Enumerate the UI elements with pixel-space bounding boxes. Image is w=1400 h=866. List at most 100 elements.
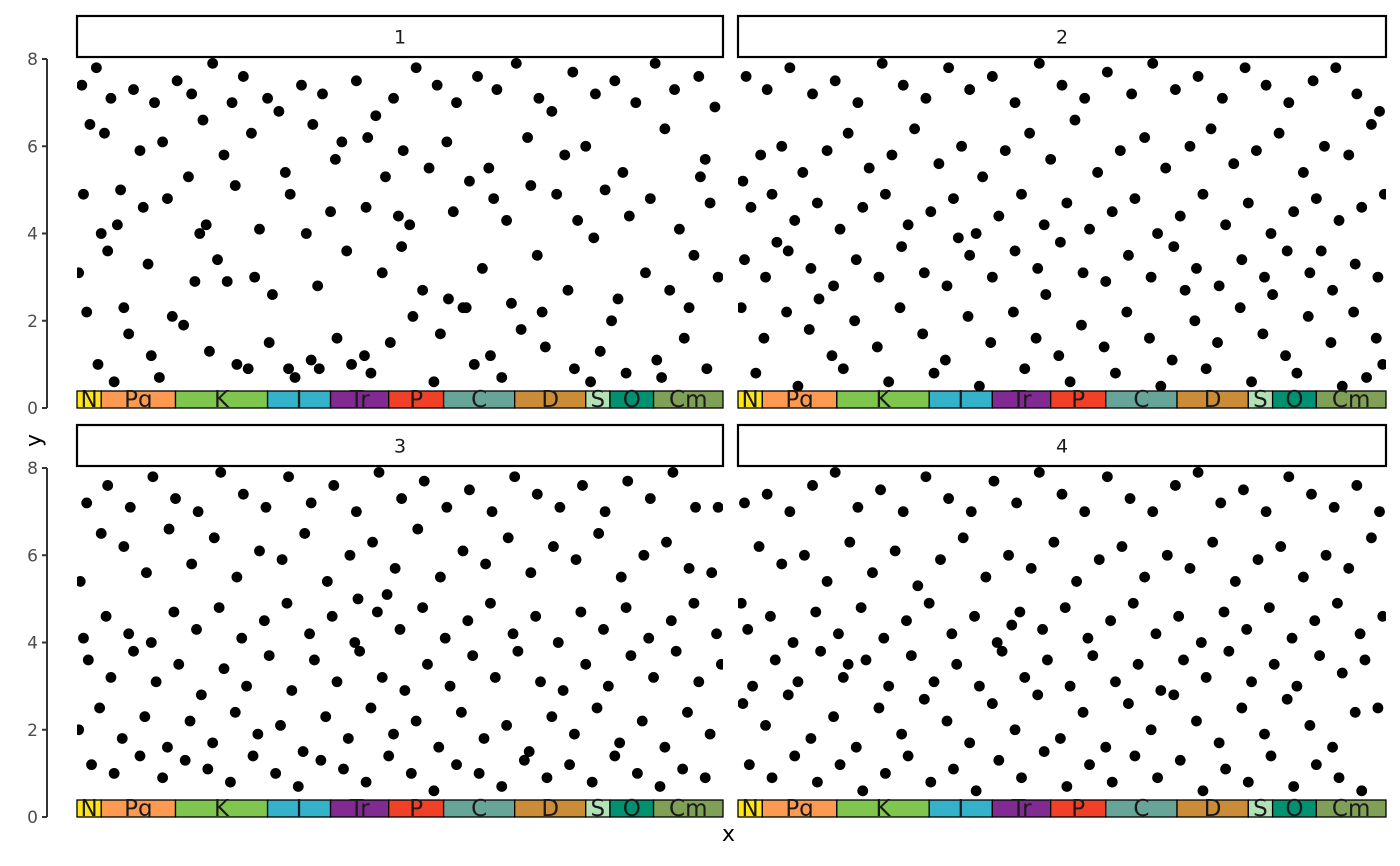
data-point xyxy=(352,593,364,605)
data-point xyxy=(1008,306,1019,318)
data-point xyxy=(1014,606,1026,618)
data-point xyxy=(410,62,422,74)
data-point xyxy=(1123,698,1134,709)
data-point xyxy=(286,685,298,696)
data-point xyxy=(518,754,530,766)
data-point xyxy=(602,680,614,692)
data-point xyxy=(1359,654,1371,666)
data-point xyxy=(787,637,799,648)
data-point xyxy=(1042,654,1053,666)
data-point xyxy=(1040,289,1052,300)
data-point xyxy=(1333,772,1345,784)
data-point xyxy=(973,380,985,392)
data-point xyxy=(523,746,535,757)
data-point xyxy=(434,328,446,340)
data-point xyxy=(1061,197,1073,209)
data-point xyxy=(92,358,104,370)
data-point xyxy=(1144,332,1155,344)
data-point xyxy=(1283,471,1295,483)
data-point xyxy=(811,776,823,788)
data-point xyxy=(1304,719,1316,731)
data-point xyxy=(515,324,527,335)
data-point xyxy=(186,558,198,570)
data-point xyxy=(1315,245,1327,257)
data-point xyxy=(512,645,524,657)
data-point xyxy=(191,624,202,635)
data-point xyxy=(850,254,862,266)
data-point xyxy=(1054,733,1066,744)
data-point xyxy=(468,358,480,370)
data-point xyxy=(1114,145,1126,157)
data-point xyxy=(933,158,945,170)
time-band-label: J xyxy=(955,796,964,822)
data-point xyxy=(1304,267,1316,279)
data-point xyxy=(1330,62,1342,74)
data-point xyxy=(162,193,173,205)
data-point xyxy=(1275,541,1287,552)
data-point xyxy=(460,302,472,314)
data-point xyxy=(1145,724,1157,736)
data-point xyxy=(417,602,429,613)
data-point xyxy=(1246,376,1257,388)
data-point xyxy=(943,62,954,74)
data-point xyxy=(1191,715,1202,727)
data-point xyxy=(886,149,898,161)
data-point xyxy=(170,493,181,504)
data-point xyxy=(1082,632,1094,644)
facet-strip xyxy=(736,14,1388,59)
time-band-label: K xyxy=(875,796,891,822)
data-point xyxy=(283,363,294,375)
data-point xyxy=(925,206,937,218)
time-band-label: J xyxy=(294,796,303,822)
data-point xyxy=(706,567,718,579)
data-point xyxy=(433,741,445,753)
data-point xyxy=(236,632,248,644)
data-point xyxy=(638,549,650,561)
data-point xyxy=(1218,606,1230,618)
data-point xyxy=(365,702,377,714)
data-point xyxy=(342,733,354,744)
data-point xyxy=(491,84,503,95)
data-point xyxy=(941,715,953,727)
data-point xyxy=(986,698,998,709)
data-point xyxy=(331,332,343,344)
data-point xyxy=(1110,367,1121,379)
data-point xyxy=(1147,506,1159,518)
data-point xyxy=(365,367,377,379)
data-point xyxy=(740,71,752,82)
y-tick-label: 4 xyxy=(27,225,38,245)
data-point xyxy=(502,532,514,544)
data-point xyxy=(1241,624,1253,635)
data-point xyxy=(275,719,286,731)
data-point xyxy=(797,167,809,178)
data-point xyxy=(941,280,953,292)
data-point xyxy=(580,658,592,670)
data-point xyxy=(1032,689,1044,701)
data-point xyxy=(986,71,998,82)
data-point xyxy=(999,145,1011,157)
data-point xyxy=(1011,497,1023,509)
data-point xyxy=(766,188,778,200)
data-point xyxy=(750,367,762,379)
data-point xyxy=(249,271,261,283)
data-point xyxy=(1126,88,1138,100)
data-point xyxy=(1116,541,1128,552)
data-point xyxy=(297,746,309,757)
data-point xyxy=(128,84,139,95)
data-point xyxy=(986,271,998,283)
data-point xyxy=(623,210,635,222)
data-point xyxy=(478,733,490,744)
data-point xyxy=(1242,197,1254,209)
data-point xyxy=(883,680,895,692)
data-point xyxy=(1124,493,1136,504)
data-point xyxy=(709,101,721,113)
data-point xyxy=(350,75,362,87)
facet-strip-label: 1 xyxy=(394,27,406,49)
data-point xyxy=(664,284,676,296)
data-point xyxy=(81,497,93,509)
data-point xyxy=(1366,119,1377,130)
data-point xyxy=(350,506,362,518)
data-point xyxy=(1286,632,1298,644)
data-point xyxy=(1215,497,1227,509)
time-band-label: Cm xyxy=(1332,796,1370,822)
